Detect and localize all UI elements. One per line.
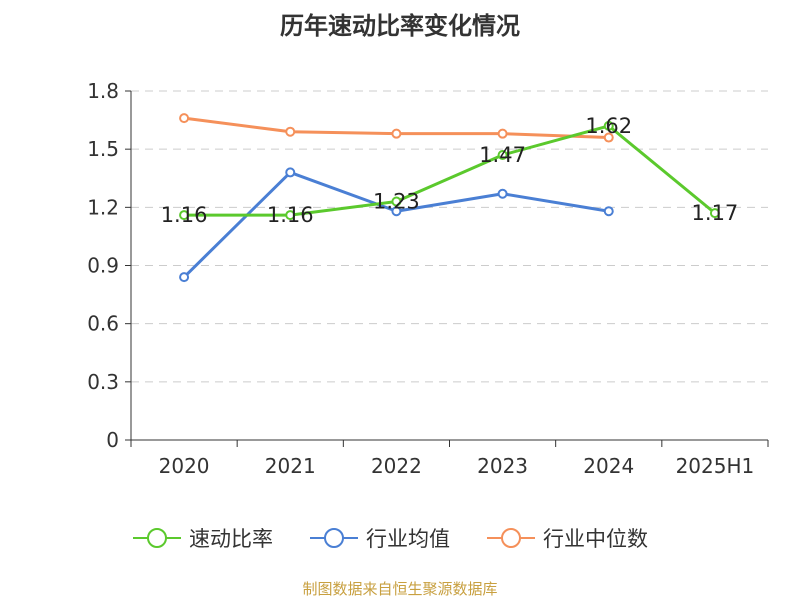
x-tick-label: 2022 [371,454,422,478]
data-point [285,126,296,137]
data-label: 1.47 [479,143,526,167]
data-point [603,120,614,131]
x-axis-ticks: 2020 2021 2022 2023 2024 2025H1 [130,440,769,478]
data-point [285,167,296,178]
x-tick-label: 2024 [583,454,634,478]
data-point [497,149,508,160]
data-point [179,272,190,283]
data-point [391,128,402,139]
legend-marker-industry-mean [310,528,358,548]
data-point [603,132,614,143]
legend-item-quick-ratio[interactable]: 速动比率 [133,520,273,556]
data-labels: 1.16 1.16 1.23 1.47 1.62 1.17 [161,114,739,227]
y-tick-label: 0.3 [87,370,119,394]
chart-title: 历年速动比率变化情况 [280,12,520,40]
y-tick-label: 1.8 [87,79,119,103]
x-tick-label: 2021 [265,454,316,478]
series-line-1 [183,170,609,279]
data-source: 制图数据来自恒生聚源数据库 [302,580,498,598]
legend-label-industry-median: 行业中位数 [543,527,648,551]
data-point [179,210,190,221]
data-label: 1.17 [692,201,739,225]
data-label: 1.16 [267,203,314,227]
legend-item-industry-mean[interactable]: 行业均值 [310,520,450,556]
data-point [285,210,296,221]
legend: 速动比率 行业均值 行业中位数 [0,520,800,556]
y-axis-ticks: 0 0.3 0.6 0.9 1.2 1.5 1.8 [87,79,131,452]
y-tick-label: 1.5 [87,137,119,161]
data-label: 1.62 [585,114,632,138]
series-group [179,113,720,283]
data-point [391,206,402,217]
data-point [179,113,190,124]
legend-label-quick-ratio: 速动比率 [189,527,273,551]
y-tick-label: 0.9 [87,254,119,278]
y-tick-label: 0.6 [87,312,119,336]
data-point [391,196,402,207]
x-tick-label: 2020 [159,454,210,478]
data-label: 1.23 [373,190,420,214]
legend-marker-industry-median [487,528,535,548]
data-point [603,206,614,217]
data-point [497,128,508,139]
x-tick-label: 2023 [477,454,528,478]
data-point [497,188,508,199]
series-line-0 [184,124,716,217]
legend-marker-quick-ratio [133,528,181,548]
y-tick-label: 0 [106,428,119,452]
x-tick-label: 2025H1 [676,454,755,478]
axes [130,91,768,441]
legend-label-industry-mean: 行业均值 [366,527,450,551]
data-point [709,208,720,219]
y-tick-label: 1.2 [87,195,119,219]
legend-item-industry-median[interactable]: 行业中位数 [487,520,648,556]
data-label: 1.16 [161,203,208,227]
